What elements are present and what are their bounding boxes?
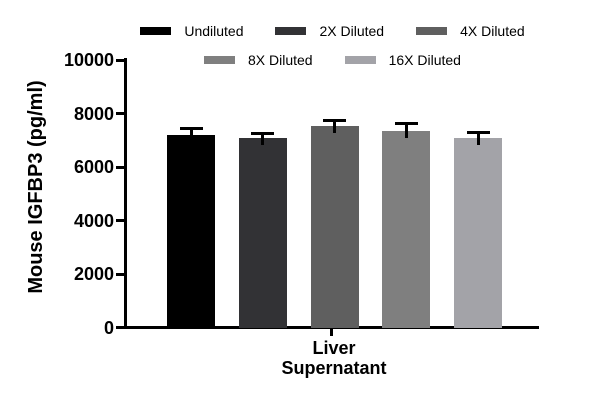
legend-item-2x-diluted: 2X Diluted [275, 23, 384, 39]
y-tick-label: 4000 [73, 210, 114, 231]
legend-item-label: 16X Diluted [388, 52, 461, 68]
error-bar-stem [333, 120, 337, 133]
y-tick [116, 219, 124, 222]
error-bar-cap [394, 122, 418, 126]
error-bar-stem [189, 128, 193, 143]
y-tick-label: 10000 [63, 50, 114, 70]
error-bar-cap [323, 119, 347, 123]
y-tick-label: 0 [103, 317, 114, 338]
legend-item-8x-diluted: 8X Diluted [204, 52, 313, 68]
y-axis-line [124, 58, 127, 329]
y-tick [116, 165, 124, 169]
legend-item-label: Undiluted [184, 23, 244, 39]
legend: Undiluted 2X Diluted 4X Diluted 8X Diluted 1… [126, 21, 539, 79]
x-axis-label-line: Liver [312, 338, 356, 358]
legend-swatch [344, 56, 376, 64]
bar-2x-diluted [238, 138, 287, 328]
legend-item-label: 4X Diluted [460, 23, 525, 39]
legend-item-undiluted: Undiluted [140, 23, 243, 39]
legend-item-label: 2X Diluted [319, 23, 385, 39]
error-bar-stem [261, 133, 265, 146]
y-tick [116, 112, 124, 115]
error-bar-stem [476, 132, 480, 146]
bar-16x-diluted [454, 138, 503, 328]
y-tick [116, 272, 124, 276]
y-tick [116, 58, 124, 62]
legend-item-label: 8X Diluted [248, 52, 313, 68]
x-axis-label-line: Supernatant [281, 358, 387, 378]
legend-swatch [204, 56, 235, 64]
legend-swatch [416, 27, 448, 35]
y-tick-label: 2000 [73, 264, 114, 284]
legend-swatch [275, 27, 307, 35]
legend-row: 8X Diluted 16X Diluted [126, 50, 539, 70]
error-bar-cap [179, 126, 203, 130]
error-bar-cap [251, 131, 275, 135]
legend-item-16x-diluted: 16X Diluted [344, 52, 461, 68]
legend-item-4x-diluted: 4X Diluted [416, 23, 525, 39]
legend-swatch [140, 27, 172, 35]
x-axis-label: Liver Supernatant [234, 338, 434, 378]
legend-row: Undiluted 2X Diluted 4X Diluted [126, 21, 539, 41]
error-bar-cap [466, 130, 490, 134]
bar-4x-diluted [310, 125, 359, 328]
bar-8x-diluted [382, 131, 431, 328]
y-tick [116, 326, 124, 329]
bar-undiluted [167, 135, 215, 328]
error-bar-stem [404, 123, 408, 139]
y-tick-label: 8000 [73, 103, 114, 124]
y-axis-title: Mouse IGFBP3 (pg/ml) [25, 80, 47, 294]
x-tick [330, 329, 333, 336]
y-tick-label: 6000 [73, 157, 114, 177]
